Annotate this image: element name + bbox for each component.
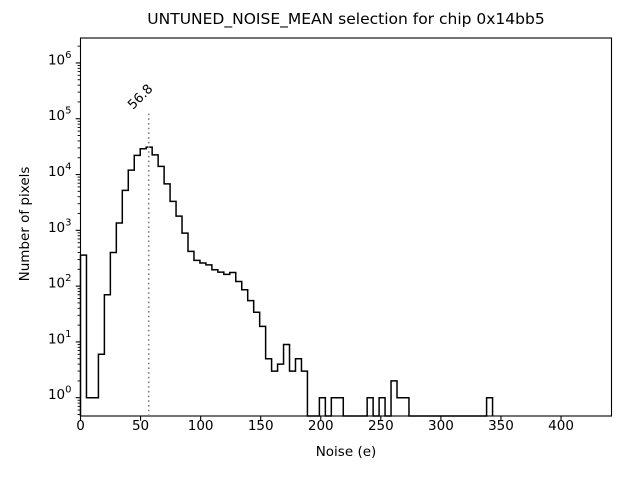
histogram-line bbox=[79, 146, 494, 417]
plot-border bbox=[79, 37, 613, 417]
x-tick-label: 400 bbox=[548, 418, 574, 434]
x-tick-label: 150 bbox=[248, 418, 274, 434]
y-tick-label: 105 bbox=[48, 106, 72, 125]
plot-area: 100 101 102 103 104 105 106 0 50 100 150 200 250 300 3… bbox=[48, 37, 613, 434]
x-tick-label: 50 bbox=[132, 418, 149, 434]
y-tick-label: 101 bbox=[48, 329, 72, 348]
y-tick-label: 106 bbox=[48, 50, 72, 69]
x-tick-label: 300 bbox=[428, 418, 454, 434]
y-tick-label: 102 bbox=[48, 273, 72, 292]
x-tick-label: 350 bbox=[488, 418, 514, 434]
chart-title: UNTUNED_NOISE_MEAN selection for chip 0x… bbox=[147, 10, 544, 29]
x-tick-label: 250 bbox=[368, 418, 394, 434]
y-tick-label: 103 bbox=[48, 217, 72, 236]
x-tick-label: 200 bbox=[308, 418, 334, 434]
x-tick-label: 0 bbox=[76, 418, 85, 434]
threshold-value-label: 56.8 bbox=[125, 82, 156, 113]
y-tick-label: 104 bbox=[48, 162, 72, 181]
y-tick-label: 100 bbox=[48, 385, 72, 404]
x-axis-label: Noise (e) bbox=[316, 444, 377, 460]
y-axis-label: Number of pixels bbox=[17, 167, 33, 282]
x-tick-label: 100 bbox=[188, 418, 214, 434]
